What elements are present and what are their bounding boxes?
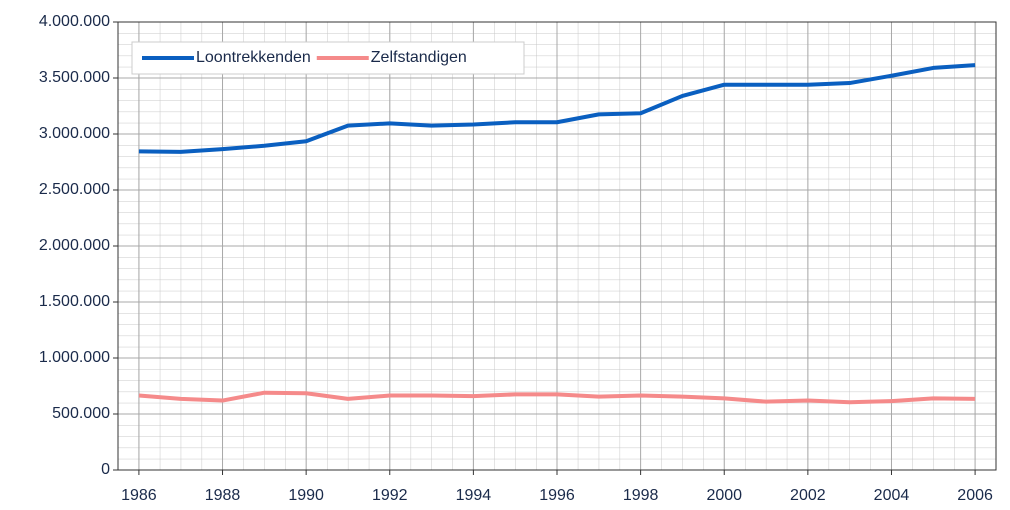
legend-label: Loontrekkenden xyxy=(196,49,311,66)
legend-label: Zelfstandigen xyxy=(371,49,467,66)
y-tick-label: 500.000 xyxy=(52,405,110,422)
y-tick-label: 0 xyxy=(101,461,110,478)
x-tick-label: 1986 xyxy=(121,487,157,504)
x-tick-label: 1992 xyxy=(372,487,408,504)
x-tick-label: 2006 xyxy=(957,487,993,504)
y-tick-label: 2.000.000 xyxy=(39,237,110,254)
y-tick-label: 4.000.000 xyxy=(39,13,110,30)
series-line xyxy=(138,390,976,405)
x-tick-label: 2004 xyxy=(874,487,910,504)
x-tick-label: 2000 xyxy=(706,487,742,504)
x-tick-label: 1990 xyxy=(288,487,324,504)
y-tick-label: 1.500.000 xyxy=(39,293,110,310)
x-tick-label: 1988 xyxy=(205,487,241,504)
x-tick-label: 1994 xyxy=(456,487,492,504)
legend: Loontrekkenden Zelfstandigen xyxy=(131,41,525,75)
x-tick-label: 2002 xyxy=(790,487,826,504)
y-tick-label: 3.000.000 xyxy=(39,125,110,142)
y-tick-label: 2.500.000 xyxy=(39,181,110,198)
plot-border xyxy=(117,21,997,471)
series-line xyxy=(138,63,976,154)
y-tick-label: 1.000.000 xyxy=(39,349,110,366)
x-tick-label: 1996 xyxy=(539,487,575,504)
x-tick-label: 1998 xyxy=(623,487,659,504)
y-tick-label: 3.500.000 xyxy=(39,69,110,86)
